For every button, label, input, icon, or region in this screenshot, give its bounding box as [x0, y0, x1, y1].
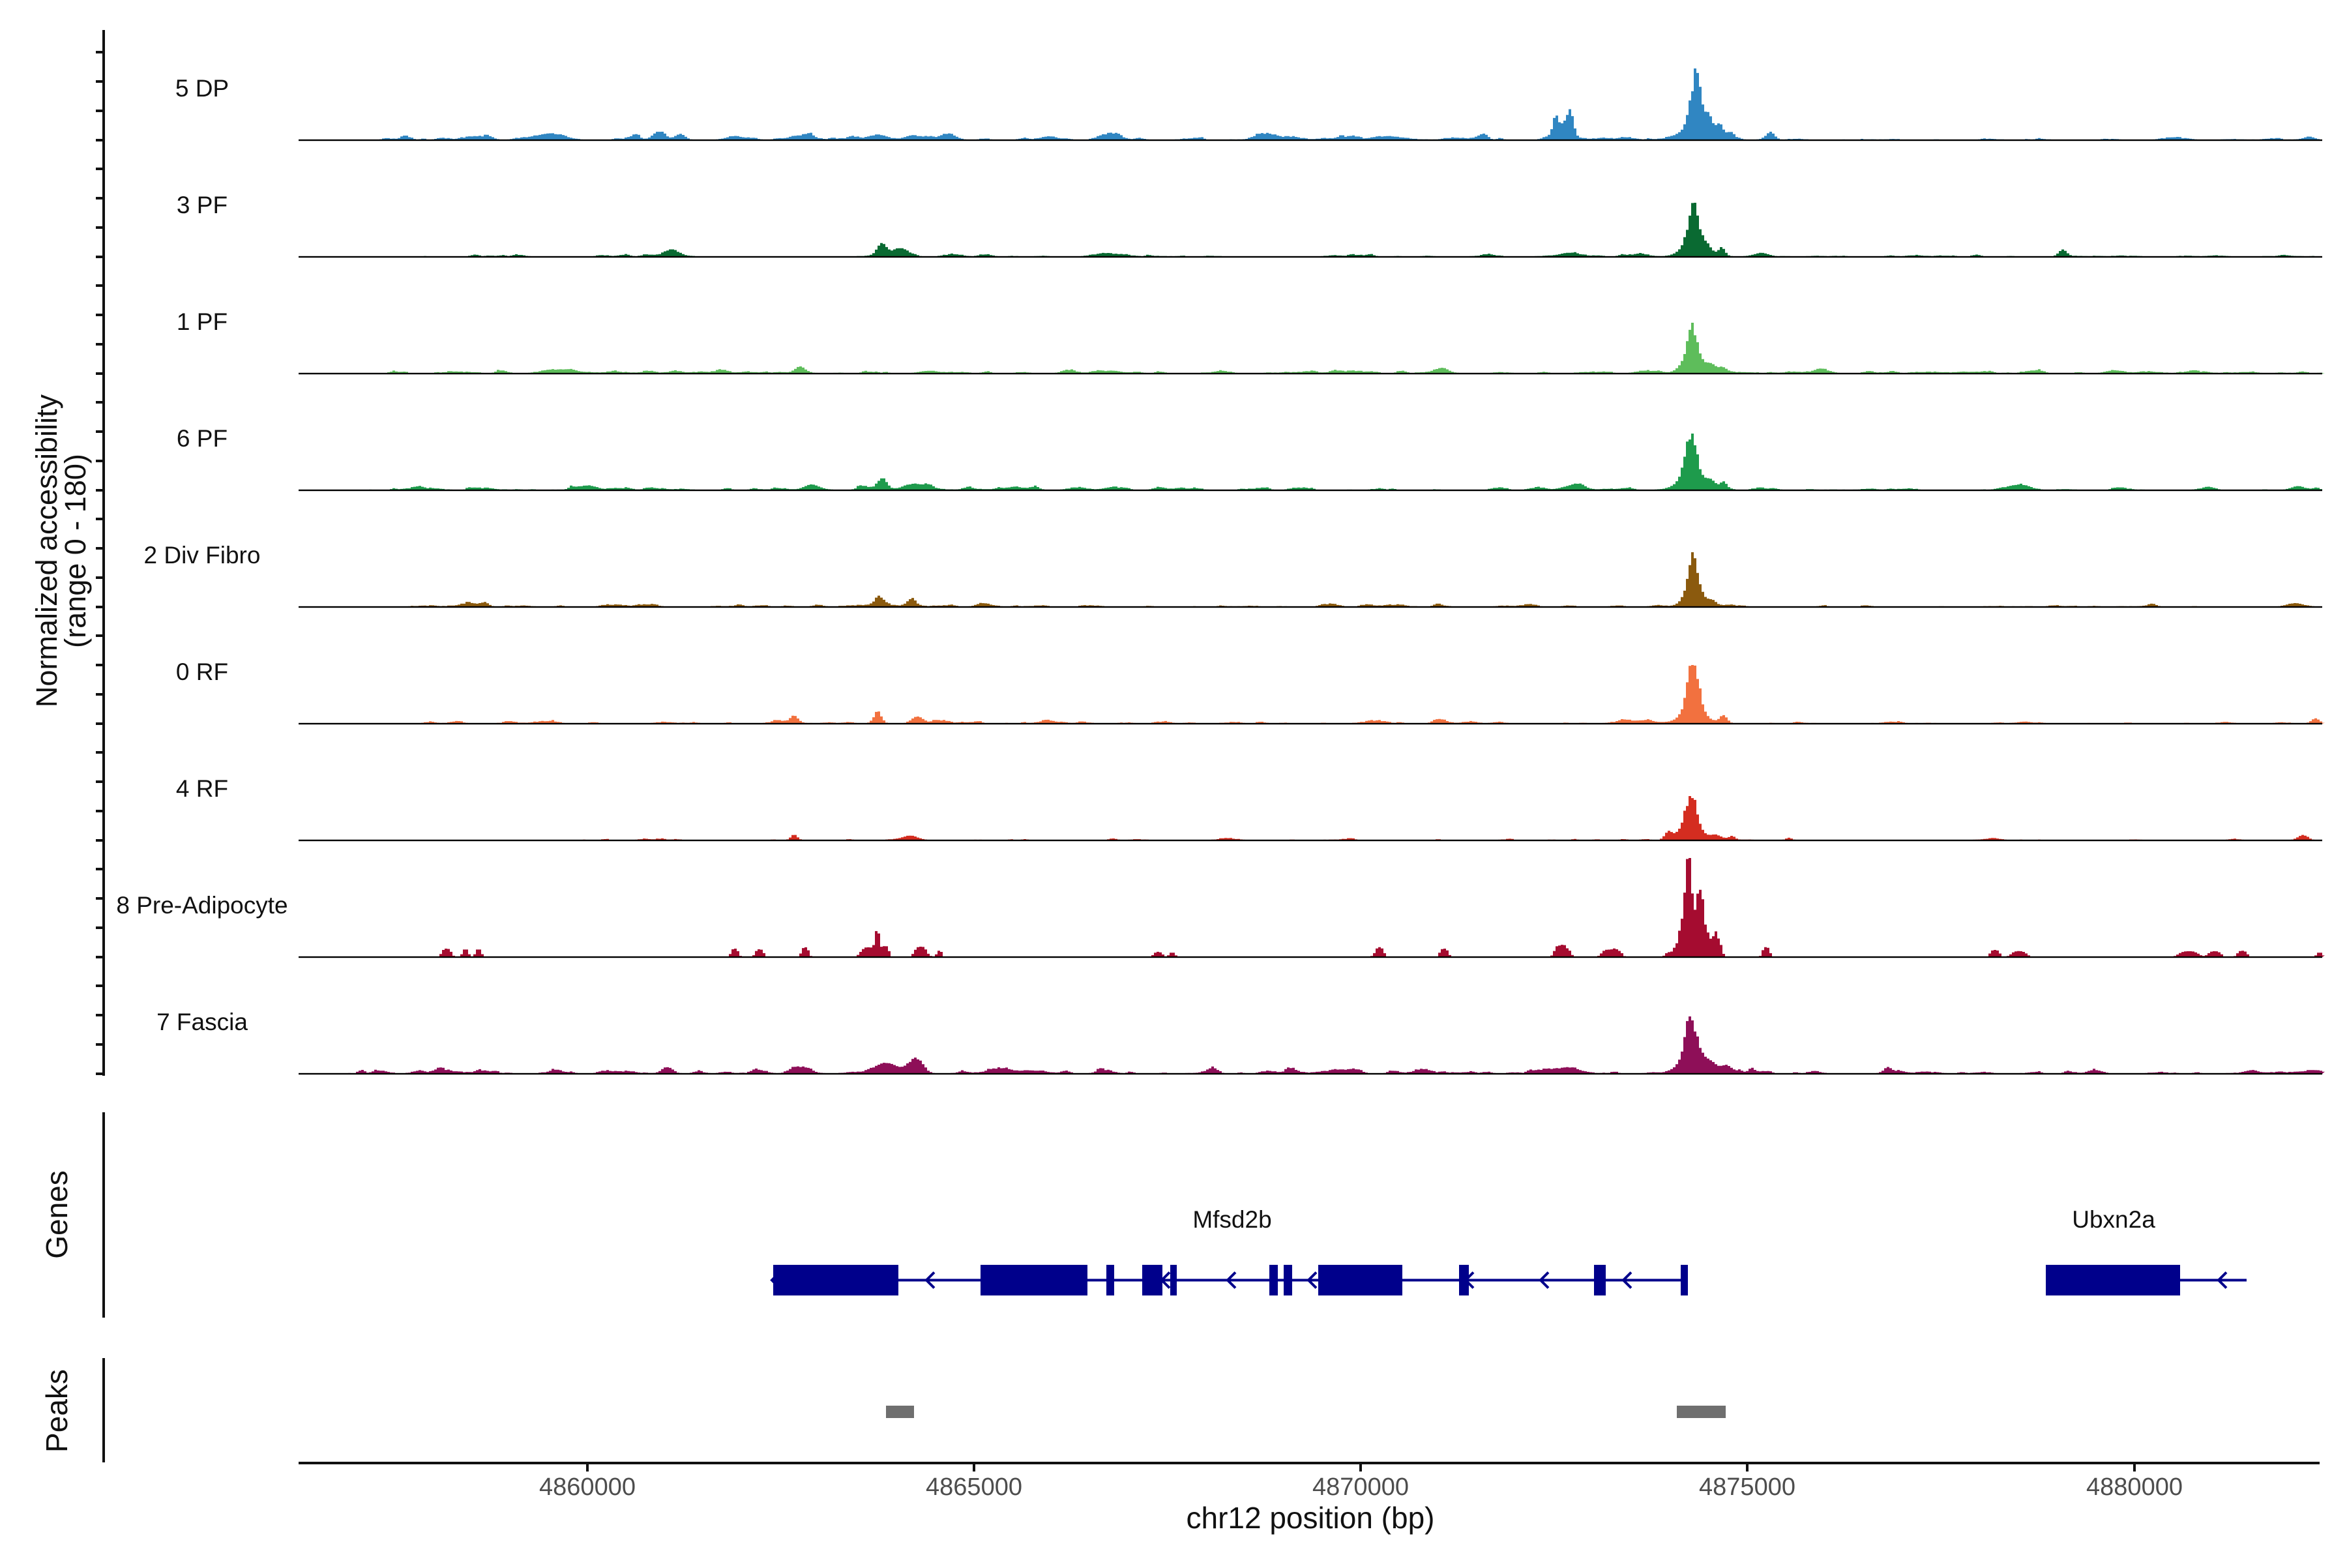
svg-text:7 Fascia: 7 Fascia: [156, 1009, 248, 1035]
svg-text:chr12 position (bp): chr12 position (bp): [1187, 1501, 1435, 1535]
svg-text:Ubxn2a: Ubxn2a: [2072, 1206, 2155, 1233]
svg-text:0 RF: 0 RF: [176, 658, 228, 685]
svg-text:4865000: 4865000: [926, 1473, 1022, 1501]
svg-text:2 Div Fibro: 2 Div Fibro: [144, 542, 261, 569]
svg-text:1 PF: 1 PF: [177, 308, 228, 335]
svg-text:6 PF: 6 PF: [177, 425, 228, 452]
svg-text:Normalized accessibility: Normalized accessibility: [30, 394, 63, 707]
svg-text:(range 0 - 180): (range 0 - 180): [59, 454, 92, 648]
svg-text:Peaks: Peaks: [40, 1369, 74, 1453]
svg-text:4860000: 4860000: [539, 1473, 636, 1501]
svg-text:Genes: Genes: [40, 1170, 74, 1259]
svg-text:8 Pre-Adipocyte: 8 Pre-Adipocyte: [116, 892, 288, 919]
svg-text:4880000: 4880000: [2086, 1473, 2183, 1501]
svg-text:Mfsd2b: Mfsd2b: [1192, 1206, 1271, 1233]
svg-text:5 DP: 5 DP: [175, 75, 229, 102]
svg-text:4870000: 4870000: [1312, 1473, 1409, 1501]
svg-text:4875000: 4875000: [1699, 1473, 1795, 1501]
svg-text:3 PF: 3 PF: [177, 192, 228, 218]
svg-text:4 RF: 4 RF: [176, 775, 228, 802]
